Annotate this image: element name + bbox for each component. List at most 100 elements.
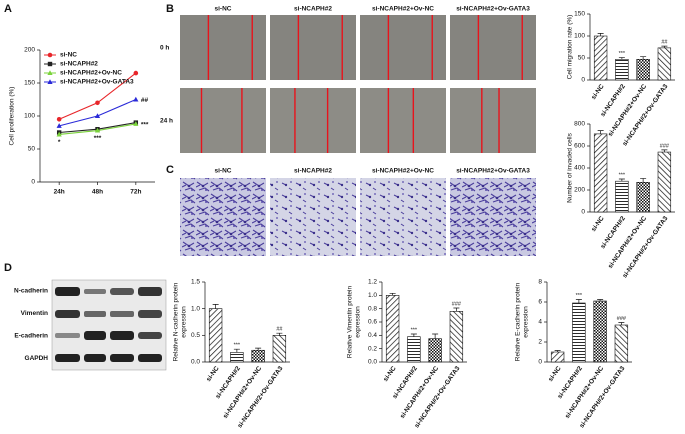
micrograph: [360, 88, 446, 153]
y-tick-label: 8: [538, 279, 542, 286]
error-bar: [640, 178, 647, 183]
y-axis-label: expression: [523, 306, 530, 338]
y-tick-label: 0.0: [191, 359, 200, 366]
y-axis-label: expression: [181, 306, 188, 338]
column-label: si-NCAPH#2: [294, 168, 332, 175]
legend-marker: [47, 79, 53, 84]
y-tick-label: 50: [578, 55, 586, 62]
legend-marker: [47, 52, 53, 58]
column-label: si-NC: [215, 6, 232, 13]
panel-label: B: [166, 3, 174, 15]
y-tick-label: 6: [538, 299, 542, 306]
column-label: si-NCAPH#2+Ov-NC: [372, 6, 434, 13]
legend-label: si-NCAPH#2+Ov-GATA3: [60, 79, 134, 86]
column-label: si-NCAPH#2+Ov-GATA3: [456, 168, 530, 175]
x-tick-label: si-NCAPH#2+Ov-NC: [564, 365, 605, 420]
y-tick-label: 2: [538, 339, 542, 346]
legend-label: si-NCAPH#2: [60, 61, 98, 68]
x-tick-label: si-NCAPH#2+Ov-GATA3: [236, 365, 284, 430]
y-axis-label: Cell proliferation (%): [9, 87, 16, 146]
data-point: [56, 117, 62, 122]
y-axis-label: expression: [355, 306, 362, 338]
bar: [385, 295, 400, 363]
significance-label: ###: [617, 316, 627, 322]
bar: [550, 351, 565, 363]
y-tick-label: 1.0: [191, 305, 200, 312]
x-tick-label: si-NCAPH#2+Ov-NC: [607, 215, 648, 270]
micrograph: [270, 178, 356, 256]
x-tick-label: si-NCAPH#2+Ov-GATA3: [413, 365, 461, 430]
x-tick-label: 24h: [54, 189, 65, 196]
data-point: [56, 123, 62, 128]
x-tick-label: si-NC: [382, 365, 398, 383]
y-tick-label: 100: [574, 33, 585, 40]
error-bar: [618, 57, 625, 60]
data-point: [94, 127, 101, 133]
error-bar: [389, 292, 396, 296]
x-tick-label: si-NC: [205, 365, 221, 383]
bar: [593, 300, 607, 363]
legend-marker: [47, 70, 53, 75]
micrograph: [180, 88, 266, 153]
error-bar: [276, 332, 283, 336]
data-point: [94, 113, 101, 118]
y-tick-label: 200: [24, 47, 35, 54]
panel-label: A: [4, 3, 12, 15]
bar: [572, 302, 586, 363]
x-tick-label: 48h: [92, 189, 103, 196]
blot-label: GAPDH: [25, 355, 49, 362]
x-tick-label: si-NCAPH#2+Ov-NC: [607, 83, 648, 138]
y-tick-label: 1.2: [368, 279, 377, 286]
y-tick-label: 0: [581, 77, 585, 84]
error-bar: [233, 348, 240, 353]
x-tick-label: si-NCAPH#2+Ov-NC: [399, 365, 440, 420]
y-tick-label: 0: [538, 359, 542, 366]
data-point: [133, 121, 139, 126]
row-label: 24 h: [160, 118, 173, 125]
bar: [614, 324, 629, 363]
error-bar: [554, 350, 561, 352]
data-point: [95, 100, 100, 106]
error-bar: [618, 322, 625, 325]
x-tick-label: 72h: [130, 189, 141, 196]
micrograph: [360, 178, 446, 256]
y-tick-label: 1.5: [191, 279, 200, 286]
micrograph: [180, 178, 266, 256]
column-label: si-NCAPH#2+Ov-GATA3: [456, 6, 530, 13]
significance-label: ***: [619, 51, 626, 57]
x-tick-label: si-NC: [590, 83, 606, 101]
significance-label: ##: [141, 97, 149, 104]
significance-label: ##: [276, 327, 283, 333]
bar: [657, 47, 672, 81]
legend-label: si-NC: [60, 52, 77, 59]
micrograph: [270, 15, 356, 80]
bar: [272, 335, 287, 363]
bar: [208, 308, 223, 363]
y-axis-label: Relative N-cadherin protein: [173, 282, 180, 361]
bar: [636, 59, 650, 81]
error-bar: [597, 299, 604, 301]
micrograph: [450, 178, 536, 256]
data-point: [133, 96, 139, 102]
y-tick-label: 0: [581, 209, 585, 216]
micrograph: [450, 15, 536, 80]
y-tick-label: 50: [28, 146, 36, 153]
micrograph: [360, 15, 446, 80]
y-tick-label: 0.0: [368, 359, 377, 366]
bar: [593, 133, 608, 213]
bar: [636, 182, 650, 213]
significance-label: ***: [576, 293, 583, 299]
bar: [449, 311, 464, 363]
y-axis-label: Relative E-cadherin protein: [515, 282, 522, 361]
bar: [230, 352, 244, 363]
significance-label: ###: [452, 301, 462, 307]
error-bar: [453, 307, 460, 312]
x-tick-label: si-NCAPH#2+Ov-GATA3: [621, 215, 669, 280]
y-tick-label: 1.0: [368, 292, 377, 299]
micrograph: [270, 88, 356, 153]
y-axis-label: Relative Vimentin protein: [347, 286, 354, 359]
x-tick-label: si-NCAPH#2+Ov-GATA3: [578, 365, 626, 430]
column-label: si-NCAPH#2: [294, 6, 332, 13]
x-tick-label: si-NC: [590, 215, 606, 233]
